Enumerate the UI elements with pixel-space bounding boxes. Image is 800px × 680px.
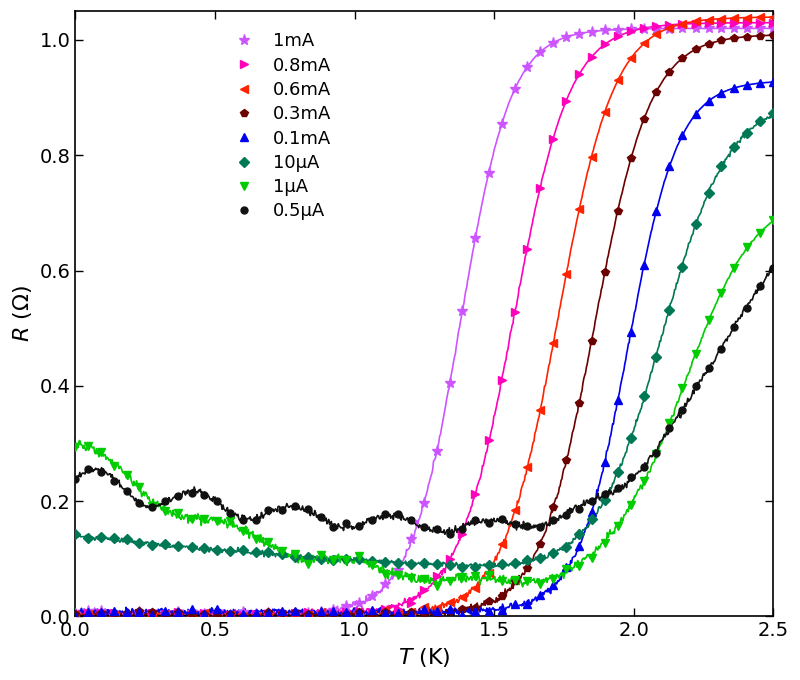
- 0.3mA: [769, 31, 778, 39]
- 0.1mA: [328, 607, 338, 615]
- 0.8mA: [147, 609, 157, 617]
- 0.8mA: [328, 609, 338, 617]
- 1mA: [251, 609, 261, 617]
- 0.5μA: [446, 530, 455, 538]
- Line: 0.1mA: 0.1mA: [71, 78, 778, 619]
- Line: 10μA: 10μA: [72, 109, 777, 571]
- 0.8mA: [199, 609, 209, 617]
- 1mA: [342, 602, 351, 610]
- 10μA: [199, 543, 209, 551]
- Line: 0.3mA: 0.3mA: [71, 31, 778, 621]
- 0.3mA: [251, 612, 261, 620]
- 0.8mA: [755, 18, 765, 27]
- 1μA: [147, 502, 157, 510]
- 0.1mA: [238, 609, 248, 617]
- 1μA: [769, 216, 778, 224]
- 1μA: [328, 556, 338, 564]
- 0.5μA: [147, 503, 157, 511]
- 0.6mA: [161, 610, 170, 618]
- Line: 0.5μA: 0.5μA: [72, 265, 777, 537]
- 10μA: [238, 545, 248, 554]
- 10μA: [769, 108, 778, 116]
- 10μA: [70, 530, 80, 539]
- 0.1mA: [70, 611, 80, 619]
- Line: 0.8mA: 0.8mA: [71, 18, 778, 619]
- 1mA: [147, 610, 157, 618]
- 1μA: [704, 316, 714, 324]
- 0.3mA: [147, 609, 157, 617]
- 1μA: [199, 515, 209, 524]
- 0.3mA: [161, 613, 170, 621]
- 0.6mA: [251, 612, 261, 620]
- 0.5μA: [328, 523, 338, 531]
- 0.5μA: [238, 516, 248, 524]
- Line: 1mA: 1mA: [70, 23, 779, 622]
- 1mA: [769, 24, 778, 33]
- X-axis label: $T$ (K): $T$ (K): [398, 646, 450, 669]
- 0.8mA: [769, 18, 778, 27]
- 0.8mA: [70, 611, 80, 619]
- Line: 1μA: 1μA: [71, 216, 778, 590]
- 0.6mA: [70, 611, 80, 619]
- 0.6mA: [147, 613, 157, 621]
- 0.5μA: [769, 264, 778, 272]
- 0.1mA: [769, 78, 778, 86]
- 0.6mA: [342, 611, 351, 619]
- Y-axis label: $R$ ($\Omega$): $R$ ($\Omega$): [11, 286, 34, 342]
- 0.1mA: [755, 79, 765, 87]
- 1μA: [755, 229, 765, 237]
- 0.1mA: [147, 611, 157, 619]
- 1mA: [212, 613, 222, 621]
- Legend: 1mA, 0.8mA, 0.6mA, 0.3mA, 0.1mA, 10μA, 1μA, 0.5μA: 1mA, 0.8mA, 0.6mA, 0.3mA, 0.1mA, 10μA, 1…: [224, 32, 331, 220]
- 0.6mA: [704, 16, 714, 24]
- 10μA: [755, 117, 765, 125]
- 10μA: [328, 556, 338, 564]
- 0.5μA: [70, 475, 80, 483]
- 0.3mA: [70, 610, 80, 618]
- 0.5μA: [704, 364, 714, 372]
- 1μA: [238, 527, 248, 535]
- 0.8mA: [690, 20, 700, 28]
- 0.5μA: [199, 491, 209, 499]
- 1μA: [432, 582, 442, 590]
- 0.6mA: [769, 13, 778, 21]
- 0.3mA: [342, 610, 351, 618]
- 1mA: [755, 24, 765, 33]
- 1mA: [704, 24, 714, 33]
- Line: 0.6mA: 0.6mA: [71, 13, 778, 621]
- 0.3mA: [755, 32, 765, 40]
- 1μA: [70, 443, 80, 451]
- 0.3mA: [704, 39, 714, 48]
- 0.1mA: [199, 610, 209, 618]
- 0.3mA: [212, 613, 222, 621]
- 0.6mA: [212, 611, 222, 619]
- 10μA: [704, 189, 714, 197]
- 10μA: [470, 563, 480, 571]
- 10μA: [147, 541, 157, 549]
- 0.5μA: [755, 282, 765, 290]
- 0.1mA: [690, 110, 700, 118]
- 1mA: [199, 609, 209, 617]
- 0.8mA: [238, 611, 248, 619]
- 1mA: [70, 610, 80, 618]
- 0.6mA: [755, 13, 765, 21]
